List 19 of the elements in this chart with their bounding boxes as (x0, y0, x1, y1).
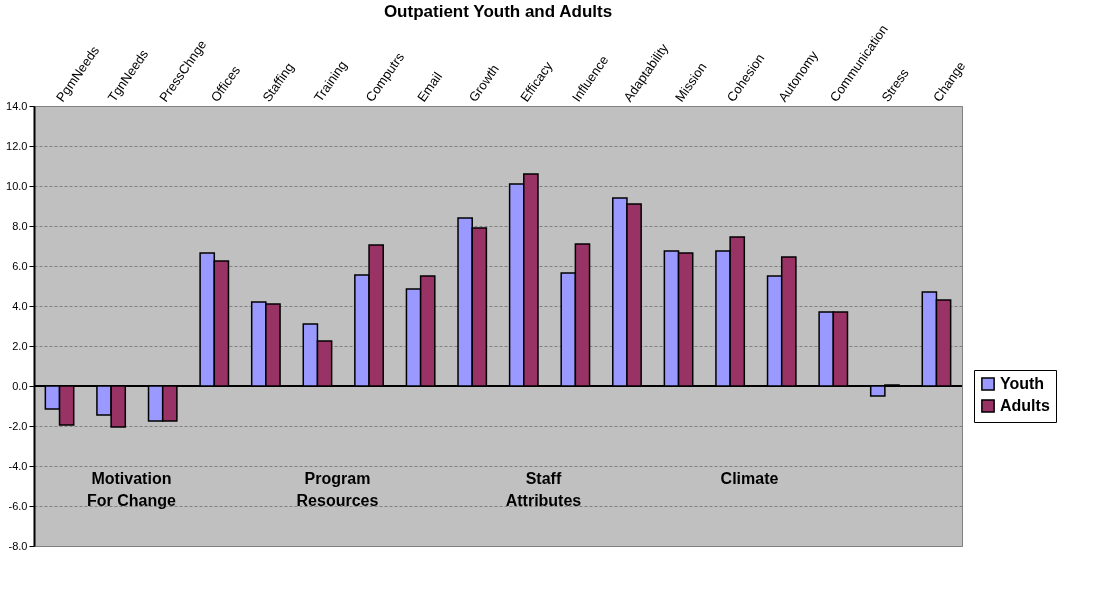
annotation: Program Resources (296, 470, 379, 510)
annotation: Motivation For Change (86, 470, 176, 510)
y-tick-label: 4.0 (12, 299, 28, 312)
y-tick-label: -8.0 (8, 539, 28, 552)
y-tick-label: -4.0 (8, 459, 28, 472)
y-tick-label: 2.0 (12, 339, 28, 352)
y-tick-label: -6.0 (8, 499, 28, 512)
chart-title: Outpatient Youth and Adults (383, 1, 613, 21)
annotation: Staff Attributes (505, 470, 582, 510)
y-tick-label: 10.0 (6, 179, 28, 192)
y-tick-label: 0.0 (12, 379, 28, 392)
y-tick-label: 8.0 (12, 219, 28, 232)
y-tick-label: -2.0 (8, 419, 28, 432)
y-tick-label: 12.0 (6, 139, 28, 152)
legend-label: Youth (1000, 375, 1045, 392)
y-tick-label: 6.0 (12, 259, 28, 272)
annotation: Climate (720, 470, 779, 488)
y-tick-label: 14.0 (6, 99, 28, 112)
legend-label: Adults (1000, 397, 1050, 414)
